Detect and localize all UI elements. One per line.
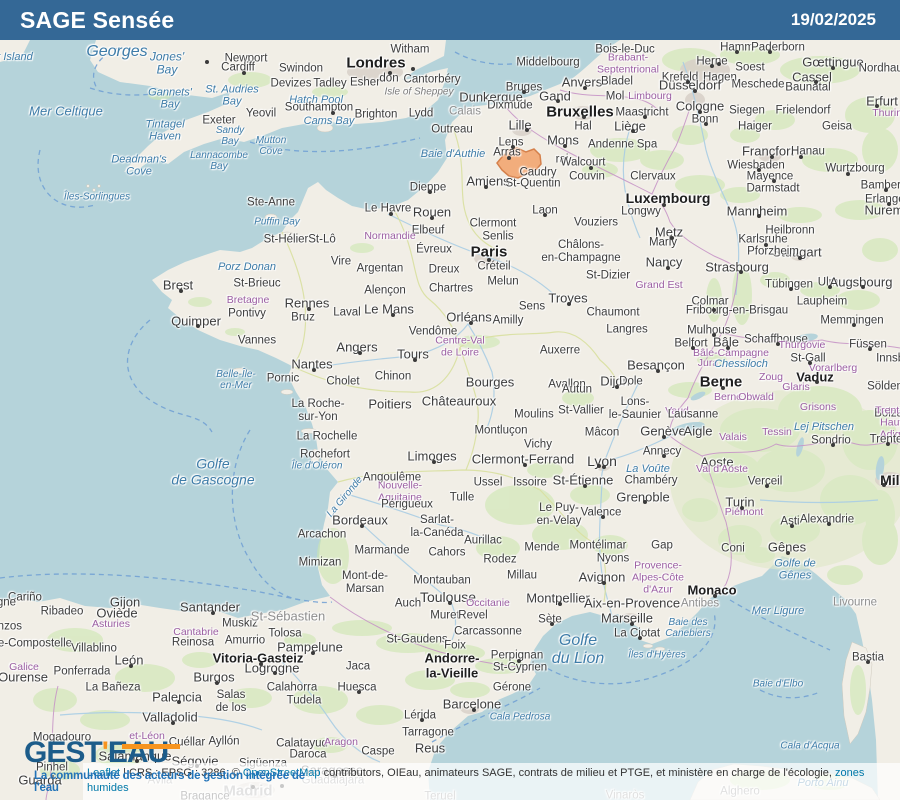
maritime-boundaries xyxy=(0,47,831,743)
continent-landmass xyxy=(0,40,900,800)
gesteau-logo[interactable]: GEST'EAU xyxy=(24,736,169,769)
attribution-link[interactable]: humides xyxy=(87,782,129,794)
rivers xyxy=(59,61,879,763)
attribution-link[interactable]: OpenStreetMap xyxy=(242,767,321,779)
logo-tagline: La communauté des acteurs de gestion int… xyxy=(34,770,305,794)
header-date: 19/02/2025 xyxy=(790,10,876,29)
attribution-span: contributors, OIEau, animateurs SAGE, co… xyxy=(320,767,835,779)
country-borders xyxy=(45,89,900,800)
lake-geneva xyxy=(671,421,705,435)
attribution-link[interactable]: zones xyxy=(835,767,865,779)
mediterranean-sea xyxy=(428,556,878,800)
attribution-span: | CRS : EPSG : 3286, © xyxy=(120,767,243,779)
lakes xyxy=(671,333,885,480)
lake-constance xyxy=(794,333,818,343)
header: SAGE Sensée 19/02/2025 xyxy=(0,0,900,40)
logo-gest: GEST xyxy=(24,736,103,769)
logo-apostrophe: ' xyxy=(101,736,109,769)
attribution-text: Leaflet | CRS : EPSG : 3286, © OpenStree… xyxy=(87,767,864,794)
vegetation-patches xyxy=(33,45,900,790)
page-title: SAGE Sensée xyxy=(20,6,175,33)
ireland-corner xyxy=(0,40,30,62)
logo-orange-bar xyxy=(122,744,180,749)
lake-neuchatel xyxy=(690,391,706,401)
logo-eau: EAU xyxy=(107,736,169,769)
sage-sensee-territory[interactable] xyxy=(496,147,542,179)
attribution-link[interactable]: Leaflet xyxy=(87,767,121,779)
region-borders xyxy=(281,124,618,603)
attribution-bar: Leaflet | CRS : EPSG : 3286, © OpenStree… xyxy=(83,763,900,800)
